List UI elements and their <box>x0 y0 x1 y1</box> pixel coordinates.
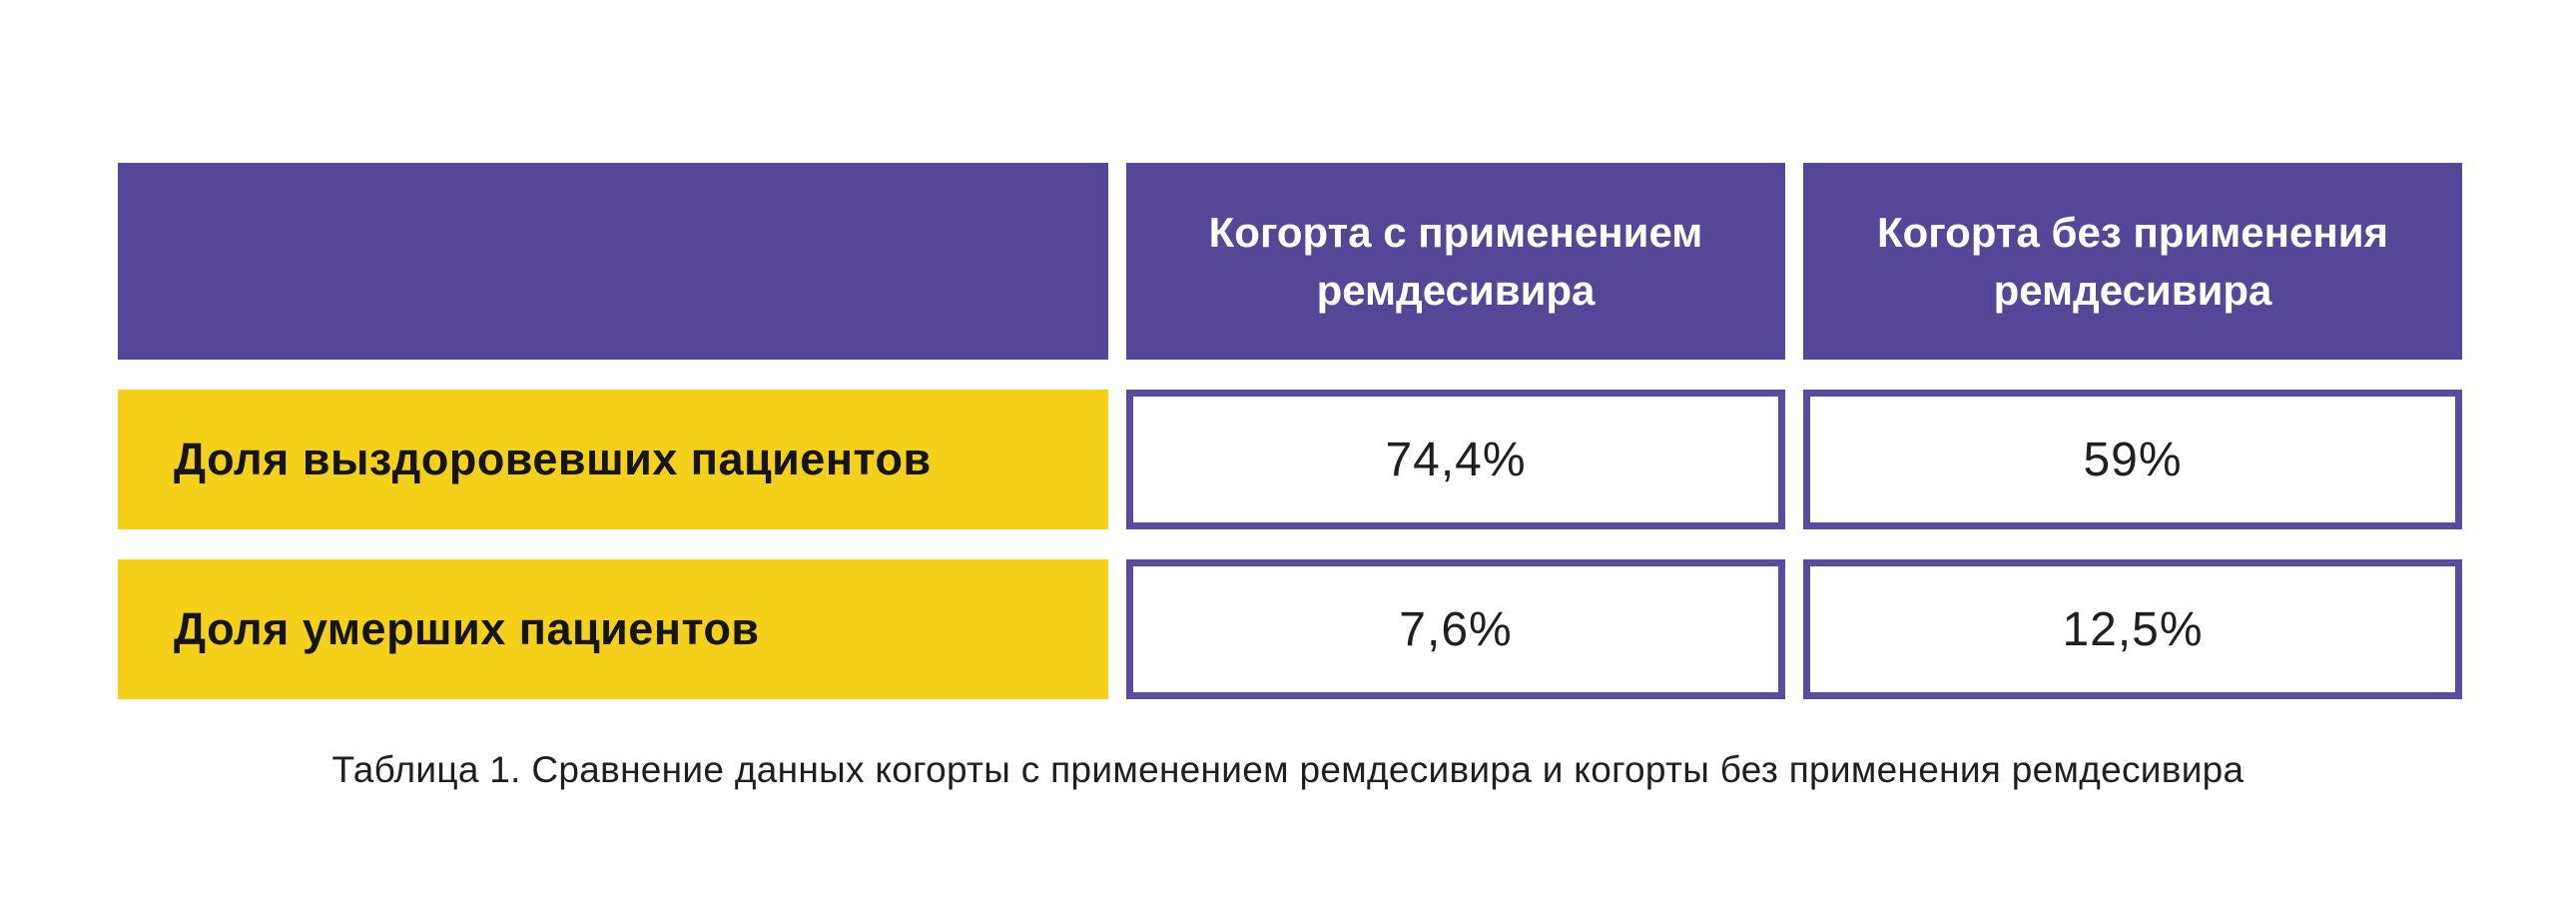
value-recovered-remdesivir: 74,4% <box>1126 390 1785 529</box>
table-caption: Таблица 1. Сравнение данных когорты с пр… <box>331 749 2245 790</box>
value-recovered-no-remdesivir: 59% <box>1803 390 2462 529</box>
value-deceased-remdesivir: 7,6% <box>1126 559 1785 699</box>
column-header-remdesivir-cohort: Когорта с применением ремдесивира <box>1126 163 1785 360</box>
column-header-no-remdesivir-cohort: Когорта без применения ремдесивира <box>1803 163 2462 360</box>
value-deceased-no-remdesivir: 12,5% <box>1803 559 2462 699</box>
table-corner-cell <box>118 163 1108 360</box>
comparison-table: Когорта с применением ремдесивира Когорт… <box>118 163 2462 699</box>
row-label-recovered-share: Доля выздоровевших пациентов <box>118 390 1108 529</box>
row-label-deceased-share: Доля умерших пациентов <box>118 559 1108 699</box>
